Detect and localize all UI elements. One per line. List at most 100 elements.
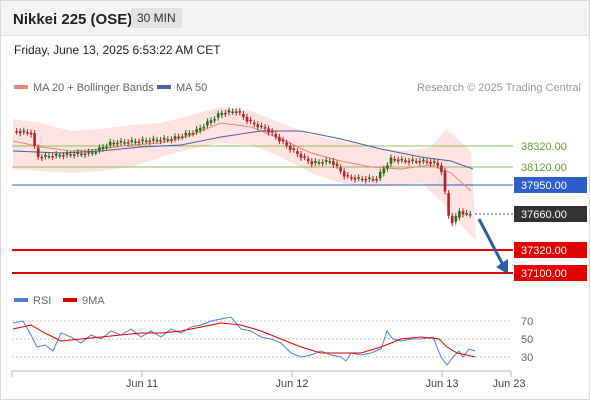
candle-body (317, 162, 321, 164)
candle-body (159, 139, 162, 142)
level-label-37100: 37100.00 (521, 268, 567, 280)
candle-body (98, 147, 101, 151)
candle-body (288, 145, 292, 150)
candle-body (83, 153, 87, 156)
candle-body (321, 162, 324, 164)
candle-body (18, 131, 22, 134)
level-tag-37660 (514, 206, 587, 222)
candle-body (180, 136, 184, 139)
candle-body (130, 140, 134, 142)
candle-body (213, 119, 216, 121)
ma50-legend-label: MA 50 (176, 82, 207, 94)
candle-body (278, 136, 281, 142)
bearish-arrow-shaft (477, 218, 505, 266)
candle-body (141, 139, 144, 142)
candle-body (94, 152, 98, 154)
candle-body (260, 125, 263, 128)
candle-body (195, 129, 198, 132)
candle-body (152, 138, 155, 141)
candle-body (299, 153, 303, 158)
level-tag-37320 (514, 242, 587, 258)
candle-body (40, 156, 44, 159)
candle-body (375, 179, 378, 181)
candle-body (393, 159, 396, 161)
candle-body (386, 165, 389, 169)
candle-body (443, 170, 447, 192)
candle-body (454, 215, 458, 222)
candle-body (69, 154, 72, 156)
candle-body (324, 159, 328, 162)
chart-header: Nikkei 225 (OSE) 30 MIN (1, 1, 589, 36)
candle-body (346, 175, 350, 177)
candle-body (404, 160, 407, 162)
candle-body (364, 179, 368, 181)
candle-body (231, 111, 234, 113)
candle-body (303, 156, 306, 158)
candle-body (418, 161, 422, 163)
candle-body (274, 133, 278, 137)
candle-body (382, 168, 386, 174)
candle-body (447, 193, 450, 216)
candle-body (54, 153, 58, 156)
candle-body (422, 159, 425, 162)
level-tag-37950 (514, 177, 587, 193)
ma50-line (12, 130, 474, 170)
candle-body (411, 159, 414, 161)
ma20-line (12, 122, 472, 192)
rsi-ma-legend-swatch (63, 298, 77, 302)
candle-body (238, 111, 242, 113)
candle-body (29, 132, 33, 135)
candle-body (137, 141, 141, 143)
candle-body (209, 120, 213, 123)
candle-body (335, 163, 339, 166)
candle-body (105, 146, 108, 149)
candle-body (202, 126, 206, 129)
candle-body (350, 177, 353, 179)
candle-body (112, 142, 116, 145)
candle-body (76, 152, 80, 155)
candle-body (116, 142, 119, 145)
candle-body (227, 110, 231, 113)
candle-body (62, 155, 65, 157)
candle-body (357, 177, 360, 179)
bollinger-band (13, 107, 476, 241)
level-label-37660: 37660.00 (521, 209, 567, 221)
candle-body (65, 153, 69, 155)
bearish-arrow-head (496, 259, 508, 274)
candle-body (242, 114, 245, 117)
candle-body (184, 132, 188, 136)
candle-body (148, 140, 152, 143)
candle-body (440, 165, 443, 173)
candle-body (407, 160, 411, 163)
rsi-tick-70: 70 (521, 316, 533, 328)
candle-body (58, 155, 62, 157)
candle-body (224, 112, 227, 115)
candle-body (339, 167, 342, 172)
candle-body (249, 119, 252, 122)
candle-body (378, 171, 382, 179)
candle-body (342, 171, 346, 177)
candle-body (22, 130, 26, 133)
candle-body (314, 161, 317, 163)
candle-body (90, 152, 94, 154)
ma20-legend-swatch (14, 85, 28, 89)
candle-body (432, 161, 436, 163)
instrument-title: Nikkei 225 (OSE) (13, 11, 133, 28)
candle-body (155, 139, 159, 142)
candle-body (47, 156, 51, 158)
candle-body (126, 142, 130, 144)
timeframe-button[interactable]: 30 MIN (131, 8, 182, 28)
candle-body (252, 122, 256, 125)
rsi-legend-label: RSI (33, 295, 51, 307)
candle-body (44, 154, 47, 157)
candle-body (26, 132, 29, 134)
candle-body (234, 111, 238, 113)
candle-body (368, 177, 371, 179)
candle-body (173, 136, 177, 139)
candle-body (306, 158, 310, 162)
credit-text: Research © 2025 Trading Central (417, 82, 581, 94)
rsi-line (12, 316, 476, 366)
candle-body (396, 159, 400, 162)
